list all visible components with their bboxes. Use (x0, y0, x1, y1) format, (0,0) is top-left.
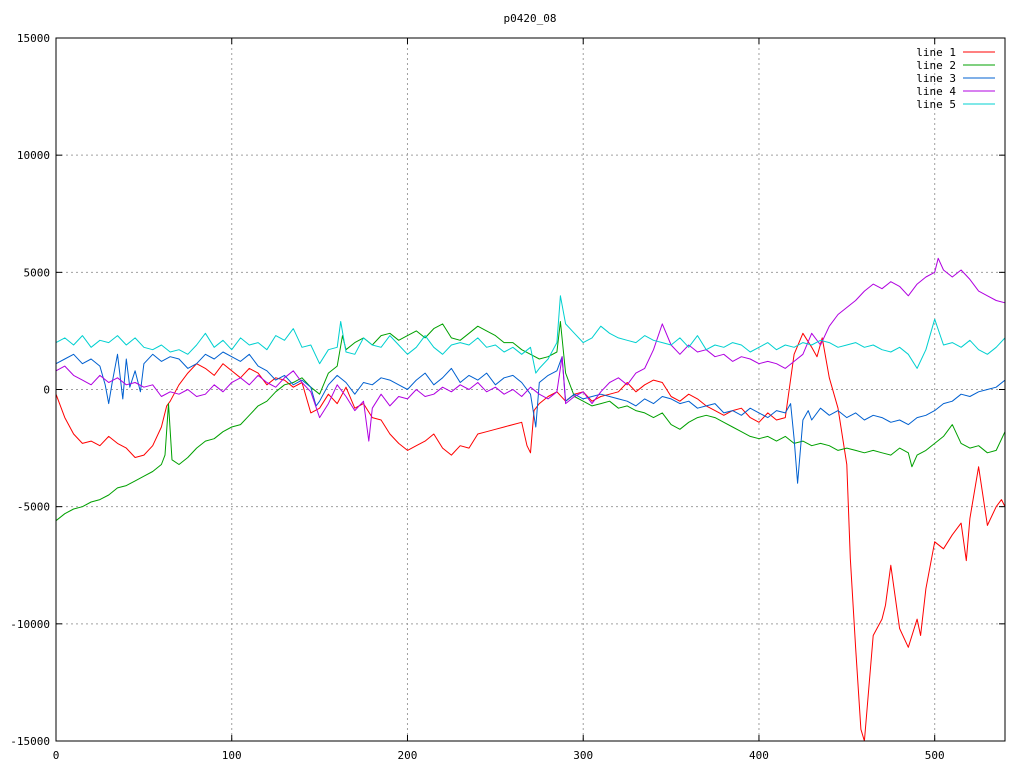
series-line-3 (55, 351, 1006, 484)
y-tick-label: 15000 (17, 32, 50, 45)
series-layer (55, 257, 1006, 742)
x-tick-label: 400 (749, 749, 769, 762)
legend-label: line 4 (916, 85, 956, 98)
x-tick-label: 100 (222, 749, 242, 762)
series-line-5 (55, 295, 1006, 374)
legend-label: line 3 (916, 72, 956, 85)
y-tick-label: 5000 (24, 266, 51, 279)
legend-label: line 1 (916, 46, 956, 59)
axis-ticks: -15000 -10000 -5000 0 5000 10000 15000 0 100 200 3… (10, 32, 1005, 762)
x-tick-label: 500 (925, 749, 945, 762)
legend-label: line 5 (916, 98, 956, 111)
x-tick-label: 0 (53, 749, 60, 762)
y-tick-label: -15000 (10, 735, 50, 748)
x-tick-label: 200 (398, 749, 418, 762)
series-line-1 (55, 332, 1006, 742)
series-line-4 (55, 257, 1006, 442)
chart-title: p0420_08 (504, 12, 557, 25)
y-tick-label: 0 (43, 384, 50, 397)
y-tick-label: -10000 (10, 618, 50, 631)
legend-label: line 2 (916, 59, 956, 72)
series-line-2 (55, 321, 1006, 522)
x-tick-label: 300 (573, 749, 593, 762)
y-tick-label: 10000 (17, 149, 50, 162)
y-tick-label: -5000 (17, 501, 50, 514)
